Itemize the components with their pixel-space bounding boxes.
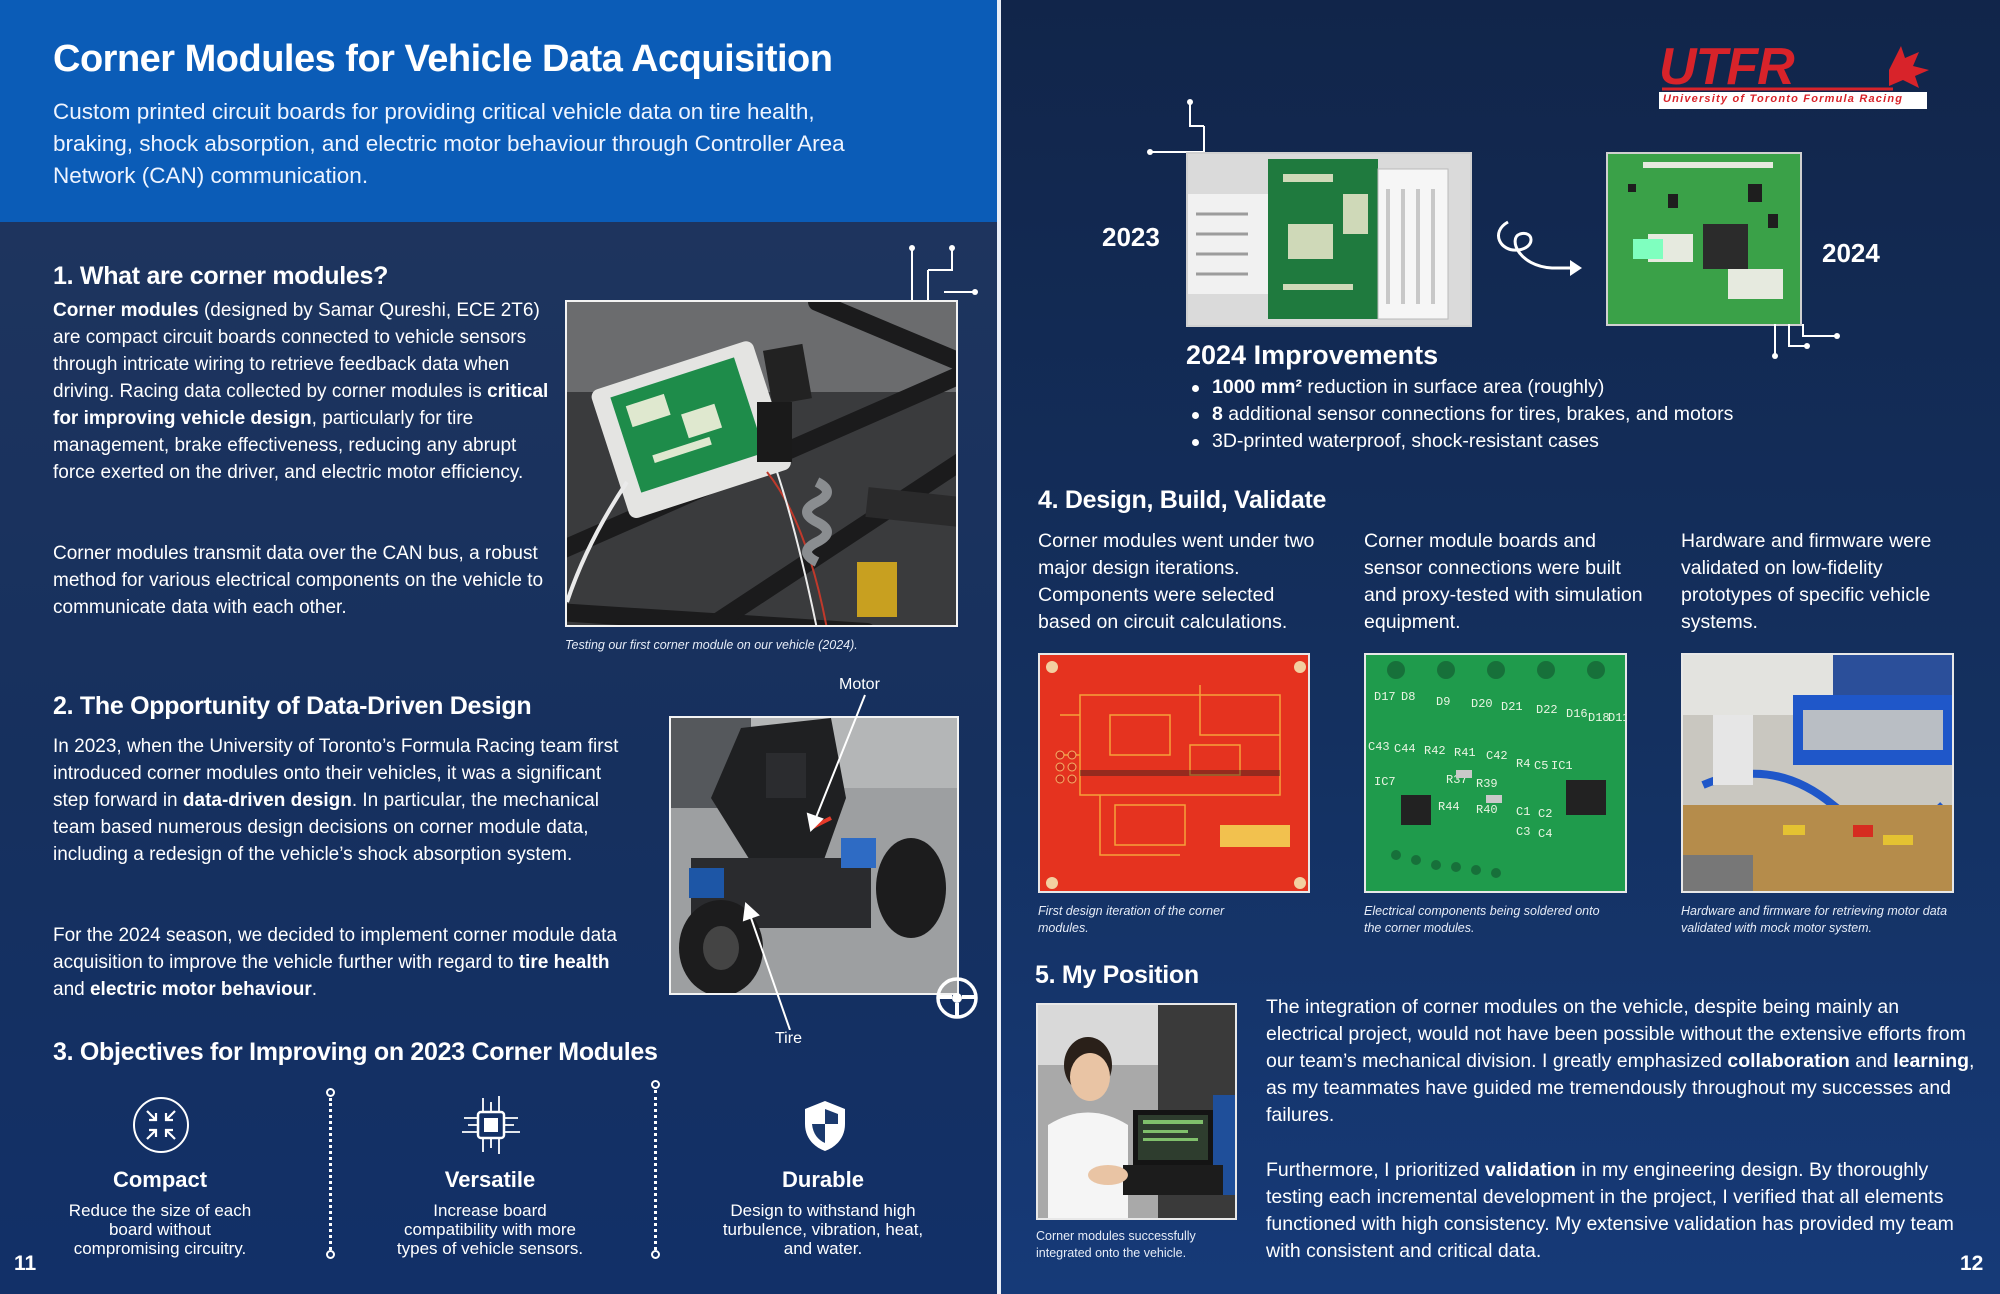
divider-dot: [651, 1080, 660, 1089]
right-page: UTFR University of Toronto Formula Racin…: [1001, 0, 2000, 1294]
section-heading-objectives: 3. Objectives for Improving on 2023 Corn…: [53, 1038, 658, 1066]
silkscreen-d21: D21: [1501, 700, 1523, 714]
silkscreen-c1: C1: [1516, 805, 1530, 819]
list-item: 3D-printed waterproof, shock-resistant c…: [1186, 428, 1886, 455]
silkscreen-c3: C3: [1516, 825, 1530, 839]
objective-title-versatile: Versatile: [444, 1167, 536, 1192]
photo-caption-red-pcb: First design iteration of the corner mod…: [1038, 904, 1225, 935]
section2-paragraph-1: In 2023, when the University of Toronto’…: [53, 736, 619, 865]
section1-paragraph-1: Corner modules (designed by Samar Quresh…: [53, 300, 549, 483]
label-tire: Tire: [775, 1030, 802, 1047]
section-heading-what-are: 1. What are corner modules?: [53, 262, 389, 290]
left-page: Corner Modules for Vehicle Data Acquisit…: [0, 0, 997, 1294]
silkscreen-ic7: IC7: [1374, 775, 1396, 789]
objective-divider: [654, 1090, 657, 1250]
divider-dot: [651, 1250, 660, 1259]
page-number-right: 12: [1960, 1252, 1984, 1275]
photo-caption-workbench: Hardware and firmware for retrieving mot…: [1681, 904, 1948, 935]
race-car-photo: [669, 716, 959, 995]
page-title: Corner Modules for Vehicle Data Acquisit…: [53, 38, 833, 80]
silkscreen-c5: C5: [1534, 759, 1548, 773]
logo-subtext: University of Toronto Formula Racing: [1663, 93, 1904, 105]
page-subtitle: Custom printed circuit boards for provid…: [53, 99, 845, 188]
photo-caption-chassis: Testing our first corner module on our v…: [565, 638, 858, 652]
list-item: 8 additional sensor connections for tire…: [1186, 401, 1886, 428]
silkscreen-r41: R41: [1454, 746, 1476, 760]
silkscreen-r40: R40: [1476, 803, 1498, 817]
section2-paragraph-2: For the 2024 season, we decided to imple…: [53, 925, 617, 1000]
photo-caption-team-member: Corner modules successfully integrated o…: [1036, 1229, 1196, 1260]
design-column-text: Corner modules went under two major desi…: [1038, 530, 1315, 633]
shield-icon: [805, 1101, 845, 1151]
page-gutter: [997, 0, 1001, 1294]
silkscreen-r39: R39: [1476, 777, 1498, 791]
section-heading-my-position: 5. My Position: [1035, 961, 1199, 989]
board-2024-photo: [1606, 152, 1802, 326]
divider-dot: [326, 1088, 335, 1097]
team-member-photo: [1036, 1003, 1237, 1220]
divider-dot: [326, 1250, 335, 1259]
silkscreen-d8: D8: [1401, 690, 1415, 704]
objective-desc-compact: Reduce the size of each board without co…: [68, 1201, 252, 1258]
section5-paragraph-2: Furthermore, I prioritized validation in…: [1266, 1159, 1954, 1262]
section1-paragraph-2: Corner modules transmit data over the CA…: [53, 543, 544, 618]
improvements-list: 1000 mm² reduction in surface area (roug…: [1186, 374, 1886, 455]
silkscreen-ic1: IC1: [1551, 759, 1573, 773]
curly-arrow-icon: [1497, 220, 1582, 276]
compress-arrows-icon: [133, 1097, 189, 1153]
objective-desc-durable: Design to withstand high turbulence, vib…: [722, 1201, 924, 1258]
silkscreen-c43: C43: [1368, 740, 1390, 754]
chip-icon: [462, 1096, 520, 1154]
green-pcb-photo: D17 D8 D9 D20 D21 D22 D16 D18 D11 C43 C4…: [1364, 653, 1627, 893]
steering-wheel-icon: [936, 977, 978, 1019]
callout-arrows: [742, 694, 866, 1030]
silkscreen-c44: C44: [1394, 742, 1416, 756]
logo-wordmark: UTFR: [1659, 40, 1795, 96]
silkscreen-r4: R4: [1516, 757, 1530, 771]
corner-module-chassis-photo: [565, 300, 958, 627]
build-column-text: Corner module boards and sensor connecti…: [1364, 530, 1643, 633]
silkscreen-r44: R44: [1438, 800, 1460, 814]
year-2023-label: 2023: [1102, 222, 1160, 252]
section5-paragraph-1: The integration of corner modules on the…: [1266, 996, 1975, 1126]
silkscreen-c2: C2: [1538, 807, 1552, 821]
label-motor: Motor: [839, 676, 880, 693]
validate-column-text: Hardware and firmware were validated on …: [1681, 530, 1932, 633]
objective-divider: [329, 1098, 332, 1250]
objective-title-compact: Compact: [112, 1167, 208, 1192]
silkscreen-c4: C4: [1538, 827, 1552, 841]
silkscreen-r42: R42: [1424, 744, 1446, 758]
silkscreen-d9: D9: [1436, 695, 1450, 709]
silkscreen-d11: D11: [1608, 711, 1627, 725]
silkscreen-d22: D22: [1536, 703, 1558, 717]
silkscreen-d16: D16: [1566, 707, 1588, 721]
header-band: [0, 0, 997, 222]
section-heading-opportunity: 2. The Opportunity of Data-Driven Design: [53, 692, 532, 720]
red-pcb-photo: [1038, 653, 1310, 893]
utfr-logo: UTFR University of Toronto Formula Racin…: [1657, 38, 1957, 112]
silkscreen-d20: D20: [1471, 697, 1493, 711]
photo-caption-green-pcb: Electrical components being soldered ont…: [1364, 904, 1600, 935]
workbench-photo: [1681, 653, 1954, 893]
page-number-left: 11: [14, 1252, 37, 1275]
improvements-heading: 2024 Improvements: [1186, 340, 1439, 370]
section-heading-design-build: 4. Design, Build, Validate: [1038, 486, 1327, 514]
silkscreen-c42: C42: [1486, 749, 1508, 763]
silkscreen-d18: D18: [1588, 711, 1610, 725]
list-item: 1000 mm² reduction in surface area (roug…: [1186, 374, 1886, 401]
circuit-trace-decoration: [1772, 324, 1840, 359]
board-2023-photo: [1186, 152, 1472, 327]
year-2024-label: 2024: [1822, 238, 1880, 268]
silkscreen-d17: D17: [1374, 690, 1396, 704]
objective-title-durable: Durable: [782, 1167, 864, 1192]
circuit-trace-decoration: [1147, 99, 1205, 156]
objective-desc-versatile: Increase board compatibility with more t…: [396, 1201, 584, 1258]
